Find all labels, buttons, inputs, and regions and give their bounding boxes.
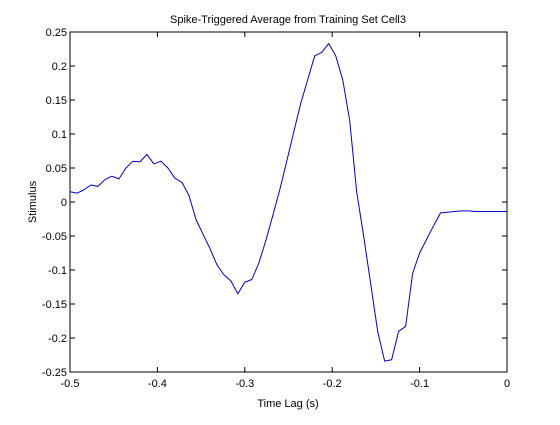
series-line	[69, 43, 507, 362]
y-tick-label: 0.05	[46, 163, 67, 175]
y-tick-label: 0.2	[52, 61, 67, 73]
chart-title: Spike-Triggered Average from Training Se…	[170, 14, 406, 26]
x-tick-label: -0.5	[61, 378, 80, 390]
x-tick-label: -0.4	[148, 378, 167, 390]
y-axis-label: Stimulus	[27, 180, 39, 223]
y-tick-label: -0.25	[42, 367, 67, 379]
x-tick-label: -0.2	[323, 378, 342, 390]
y-tick-label: -0.2	[48, 333, 67, 345]
y-tick-label: -0.05	[42, 231, 67, 243]
plot-area	[69, 31, 508, 373]
y-tick-label: 0.25	[46, 27, 67, 39]
y-tick-label: -0.15	[42, 299, 67, 311]
x-tick-label: 0	[504, 378, 510, 390]
x-tick-label: -0.3	[235, 378, 254, 390]
x-tick-label: -0.1	[410, 378, 429, 390]
x-axis-label: Time Lag (s)	[257, 398, 318, 410]
y-tick-label: -0.1	[48, 265, 67, 277]
y-axis-ticks: 0.25 0.2 0.15 0.1 0.05 0 -0.05 -0.1 -0.15 -0.2 -0.…	[42, 27, 507, 379]
series-layer	[69, 43, 507, 362]
x-axis-ticks: -0.5 -0.4 -0.3 -0.2 -0.1 0	[61, 32, 510, 390]
y-tick-label: 0	[61, 197, 67, 209]
y-tick-label: 0.1	[52, 129, 67, 141]
plot-frame	[69, 31, 508, 373]
y-tick-label: 0.15	[46, 95, 67, 107]
